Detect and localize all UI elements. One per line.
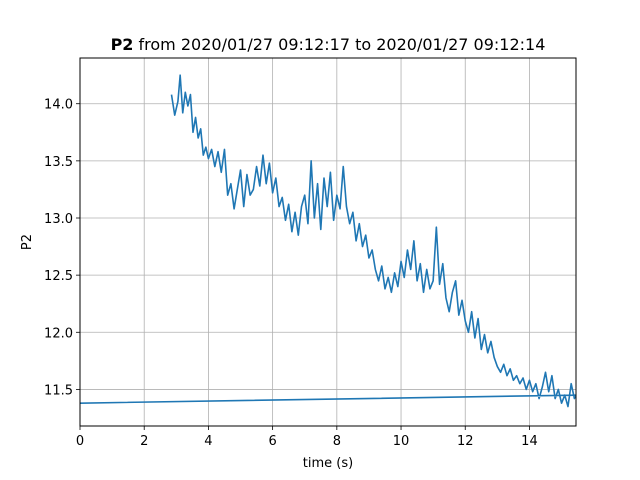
x-tick-label: 10 xyxy=(393,434,410,449)
x-tick-label: 14 xyxy=(521,434,538,449)
y-tick-label: 12.5 xyxy=(44,269,73,284)
y-tick-label: 14.0 xyxy=(44,98,73,113)
series-line xyxy=(80,74,576,408)
y-tick-label: 12.0 xyxy=(44,326,73,341)
x-tick-label: 0 xyxy=(76,434,84,449)
chart-title-rest: from 2020/01/27 09:12:17 to 2020/01/27 0… xyxy=(133,35,545,54)
y-axis: 11.5 12.0 12.5 13.0 13.5 14.0 xyxy=(44,98,80,398)
y-axis-label: P2 xyxy=(20,234,35,250)
plot-frame xyxy=(79,57,577,427)
x-tick-label: 6 xyxy=(268,434,276,449)
x-axis: 0 2 4 6 8 10 12 14 xyxy=(76,426,538,449)
y-tick-label: 11.5 xyxy=(44,383,73,398)
x-tick-label: 2 xyxy=(140,434,148,449)
x-tick-label: 8 xyxy=(333,434,341,449)
y-tick-label: 13.5 xyxy=(44,155,73,170)
grid-lines xyxy=(79,58,576,426)
x-axis-label: time (s) xyxy=(303,456,353,471)
y-tick-label: 13.0 xyxy=(44,212,73,227)
series-group xyxy=(80,74,576,408)
chart-title: P2 from 2020/01/27 09:12:17 to 2020/01/2… xyxy=(111,35,546,54)
chart-title-bold: P2 xyxy=(111,35,134,54)
x-tick-label: 12 xyxy=(457,434,474,449)
x-tick-label: 4 xyxy=(204,434,212,449)
